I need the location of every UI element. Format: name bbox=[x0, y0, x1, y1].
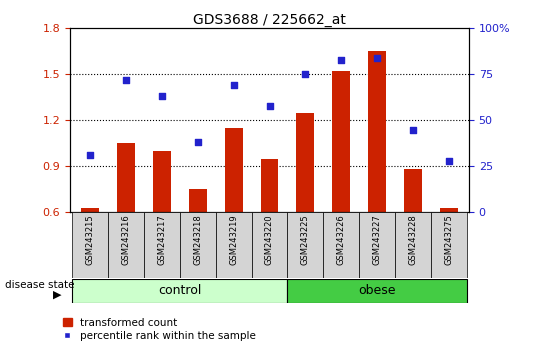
Text: GSM243215: GSM243215 bbox=[85, 215, 94, 265]
Point bbox=[373, 55, 382, 61]
Bar bbox=[81, 208, 99, 212]
Bar bbox=[360, 212, 395, 278]
Bar bbox=[216, 212, 252, 278]
Point bbox=[301, 72, 310, 77]
Text: GSM243227: GSM243227 bbox=[373, 215, 382, 265]
Bar bbox=[368, 51, 386, 212]
Bar bbox=[440, 208, 458, 212]
Text: GSM243219: GSM243219 bbox=[229, 215, 238, 265]
Text: control: control bbox=[158, 284, 202, 297]
Point bbox=[194, 139, 202, 145]
Bar bbox=[323, 212, 360, 278]
Point bbox=[229, 82, 238, 88]
Point bbox=[337, 57, 345, 62]
Text: GSM243226: GSM243226 bbox=[337, 215, 346, 265]
Bar bbox=[117, 143, 135, 212]
Title: GDS3688 / 225662_at: GDS3688 / 225662_at bbox=[193, 13, 346, 27]
Text: GSM243220: GSM243220 bbox=[265, 215, 274, 265]
Bar bbox=[72, 279, 287, 303]
Bar bbox=[333, 71, 350, 212]
Point bbox=[265, 103, 274, 108]
Bar bbox=[189, 189, 206, 212]
Legend: transformed count, percentile rank within the sample: transformed count, percentile rank withi… bbox=[59, 314, 260, 345]
Bar bbox=[287, 279, 467, 303]
Bar bbox=[72, 212, 108, 278]
Point bbox=[409, 127, 418, 132]
Point bbox=[121, 77, 130, 83]
Point bbox=[157, 93, 166, 99]
Text: obese: obese bbox=[358, 284, 396, 297]
Text: GSM243275: GSM243275 bbox=[445, 215, 454, 265]
Bar bbox=[108, 212, 144, 278]
Bar bbox=[179, 212, 216, 278]
Text: GSM243217: GSM243217 bbox=[157, 215, 166, 265]
Bar bbox=[260, 159, 279, 212]
Bar bbox=[296, 113, 314, 212]
Bar bbox=[144, 212, 179, 278]
Text: GSM243225: GSM243225 bbox=[301, 215, 310, 265]
Text: GSM243228: GSM243228 bbox=[409, 215, 418, 265]
Bar bbox=[431, 212, 467, 278]
Bar bbox=[153, 151, 171, 212]
Bar bbox=[395, 212, 431, 278]
Point bbox=[86, 153, 94, 158]
Bar bbox=[225, 128, 243, 212]
Text: GSM243216: GSM243216 bbox=[121, 215, 130, 265]
Text: ▶: ▶ bbox=[53, 289, 61, 299]
Text: GSM243218: GSM243218 bbox=[193, 215, 202, 265]
Bar bbox=[404, 170, 422, 212]
Text: disease state: disease state bbox=[5, 280, 75, 290]
Bar bbox=[252, 212, 287, 278]
Point bbox=[445, 158, 453, 164]
Bar bbox=[287, 212, 323, 278]
